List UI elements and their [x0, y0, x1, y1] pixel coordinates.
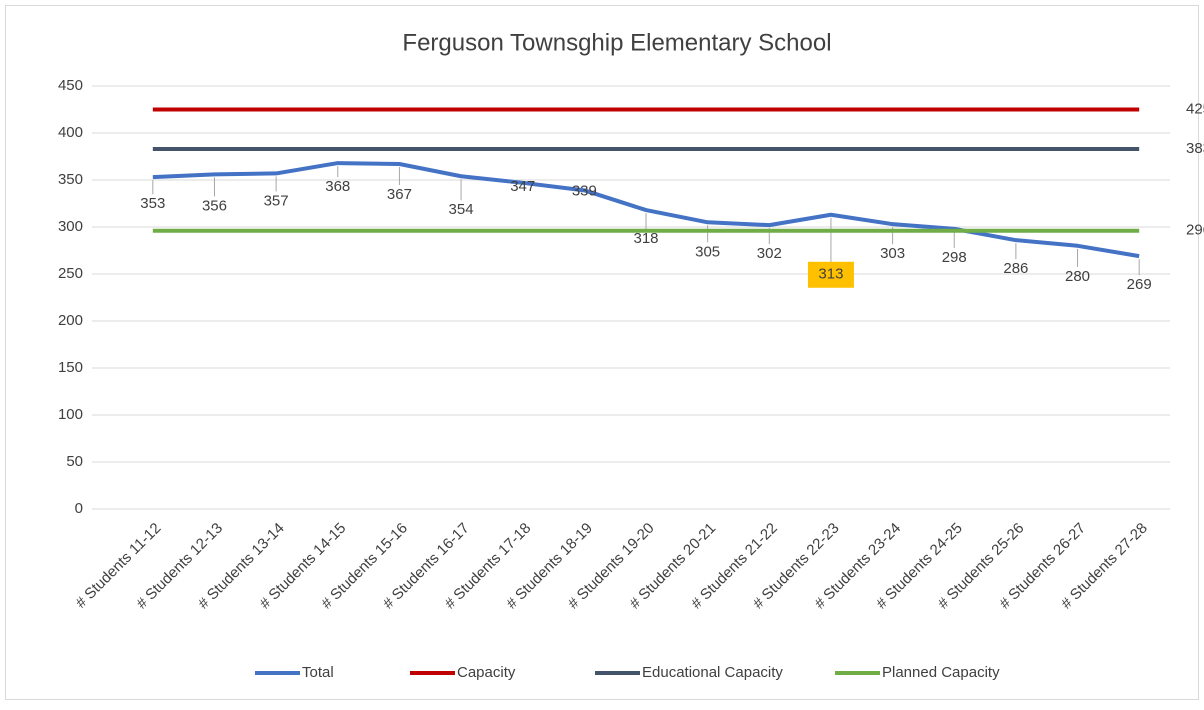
- label-highlight: [807, 261, 854, 288]
- data-label: 368: [325, 178, 350, 195]
- data-label: 383: [1186, 140, 1204, 157]
- data-label: 347: [510, 178, 535, 195]
- y-tick-label: 350: [58, 171, 83, 188]
- data-label: 303: [880, 245, 905, 262]
- data-label: 318: [633, 230, 658, 247]
- legend-label: Educational Capacity: [642, 664, 783, 681]
- data-label: 280: [1065, 268, 1090, 285]
- legend-label: Capacity: [457, 664, 516, 681]
- chart-title: Ferguson Townsghip Elementary School: [402, 29, 831, 56]
- y-tick-label: 100: [58, 406, 83, 423]
- legend-label: Planned Capacity: [882, 664, 1000, 681]
- data-label: 298: [942, 249, 967, 266]
- data-label: 305: [695, 243, 720, 260]
- data-label: 356: [202, 197, 227, 214]
- data-label: 425: [1186, 100, 1204, 117]
- y-tick-label: 50: [66, 453, 83, 470]
- data-label: 286: [1003, 260, 1028, 277]
- data-label: 353: [140, 195, 165, 212]
- data-label: 302: [757, 245, 782, 262]
- data-label: 354: [449, 201, 474, 218]
- y-tick-label: 150: [58, 359, 83, 376]
- y-tick-label: 400: [58, 124, 83, 141]
- y-tick-label: 200: [58, 312, 83, 329]
- legend-label: Total: [302, 664, 334, 681]
- y-tick-label: 450: [58, 77, 83, 94]
- data-label: 357: [264, 192, 289, 209]
- y-tick-label: 0: [75, 500, 83, 517]
- data-label: 313: [818, 266, 843, 283]
- chart-border: [5, 5, 1199, 700]
- y-tick-label: 300: [58, 218, 83, 235]
- data-label: 367: [387, 186, 412, 203]
- data-label: 296: [1186, 222, 1204, 239]
- y-tick-label: 250: [58, 265, 83, 282]
- data-label: 269: [1127, 276, 1152, 293]
- data-label: 339: [572, 182, 597, 199]
